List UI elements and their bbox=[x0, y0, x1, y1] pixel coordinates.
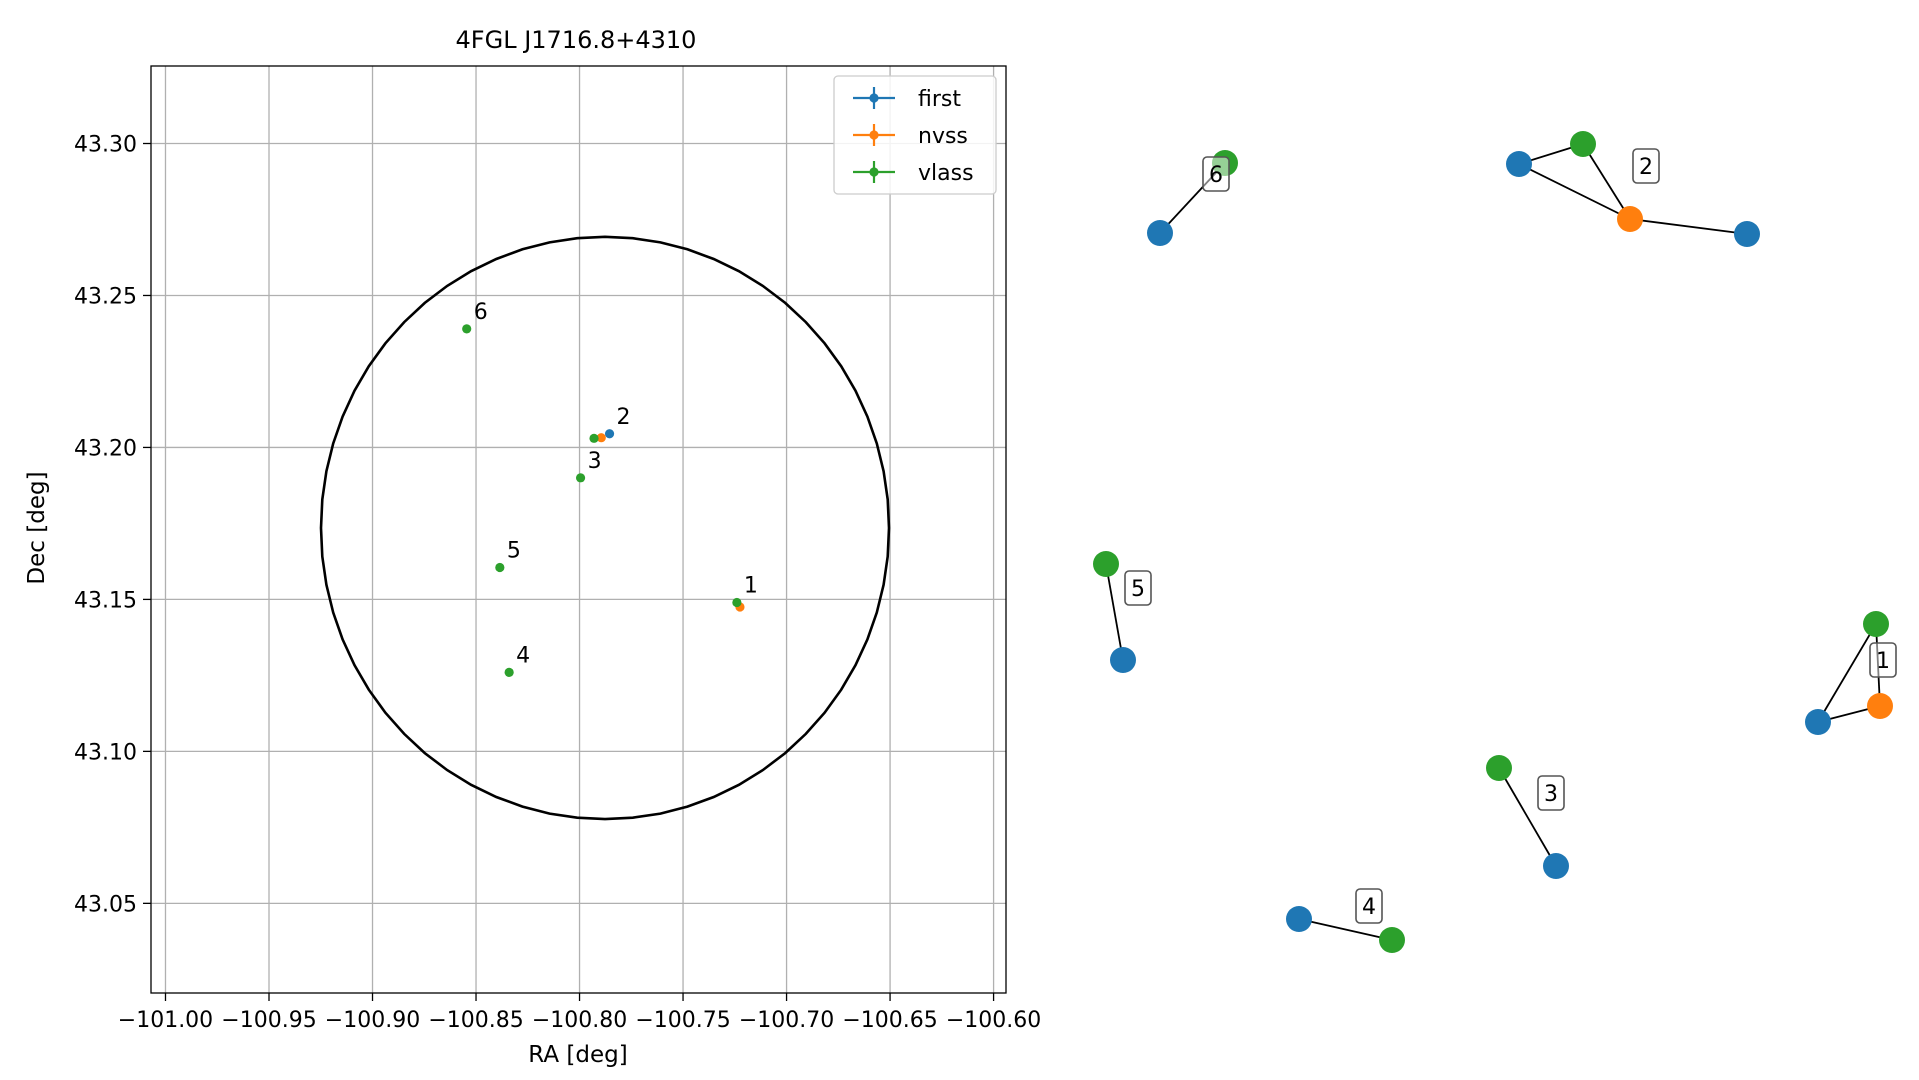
x-tick-label: −100.80 bbox=[532, 1008, 627, 1033]
network-node-nvss bbox=[1867, 693, 1893, 719]
legend-label-vlass: vlass bbox=[918, 161, 974, 186]
point-label: 2 bbox=[617, 405, 631, 430]
group-label-text: 3 bbox=[1544, 782, 1558, 807]
scatter-points bbox=[462, 324, 745, 677]
x-tick-label: −100.85 bbox=[428, 1008, 523, 1033]
network-edge bbox=[1817, 623, 1877, 723]
network-node-first bbox=[1286, 906, 1312, 932]
group-label-3: 3 bbox=[1537, 775, 1565, 811]
vlass-source-point bbox=[504, 667, 514, 677]
legend-nvss-marker bbox=[869, 130, 879, 140]
y-tick-label: 43.15 bbox=[74, 588, 137, 613]
network-edge bbox=[1298, 918, 1393, 941]
network-node-vlass bbox=[1379, 927, 1405, 953]
group-label-text: 4 bbox=[1362, 895, 1376, 920]
network-edge bbox=[1518, 163, 1631, 220]
network-node-first bbox=[1147, 220, 1173, 246]
x-tick-label: −100.95 bbox=[221, 1008, 316, 1033]
x-tick-label: −101.00 bbox=[118, 1008, 213, 1033]
group-label-text: 5 bbox=[1131, 577, 1145, 602]
x-axis-label: RA [deg] bbox=[528, 1042, 627, 1068]
first-source-point bbox=[604, 429, 615, 439]
y-tick-label: 43.30 bbox=[74, 133, 137, 158]
network-node-first bbox=[1506, 151, 1532, 177]
x-tick-label: −100.65 bbox=[842, 1008, 937, 1033]
network-group-labels: 6 2 5 1 3 4 bbox=[1124, 148, 1897, 924]
scatter-panel: 4FGL J1716.8+4310 −101.00 −100.95 −100.90−… bbox=[24, 26, 1041, 1068]
network-panel: 6 2 5 1 3 4 bbox=[1093, 131, 1897, 953]
x-tick-label: −100.60 bbox=[946, 1008, 1041, 1033]
group-label-text: 2 bbox=[1639, 155, 1653, 180]
network-node-first bbox=[1110, 647, 1136, 673]
y-axis-label: Dec [deg] bbox=[24, 471, 50, 584]
y-tick-label: 43.25 bbox=[74, 284, 137, 309]
y-tick-label: 43.05 bbox=[74, 892, 137, 917]
x-tick-label: −100.75 bbox=[635, 1008, 730, 1033]
y-axis-ticks: 43.05 43.10 43.15 43.20 43.25 43.30 bbox=[74, 133, 151, 917]
network-node-nvss bbox=[1617, 206, 1643, 232]
point-label: 1 bbox=[744, 573, 758, 598]
legend-first-marker bbox=[869, 93, 879, 103]
point-label: 3 bbox=[588, 449, 602, 474]
network-node-vlass bbox=[1486, 755, 1512, 781]
group-label-5: 5 bbox=[1124, 570, 1152, 606]
legend-label-nvss: nvss bbox=[918, 124, 968, 149]
point-label: 4 bbox=[516, 643, 530, 668]
localization-ellipse bbox=[319, 235, 891, 821]
network-node-vlass bbox=[1093, 551, 1119, 577]
group-label-1: 1 bbox=[1869, 642, 1897, 678]
network-node-first bbox=[1543, 853, 1569, 879]
point-label: 5 bbox=[507, 538, 521, 563]
network-node-first bbox=[1734, 221, 1760, 247]
legend: first nvss vlass bbox=[833, 75, 997, 195]
x-axis-ticks: −101.00 −100.95 −100.90 −100.85 −100.80 −100.… bbox=[118, 993, 1041, 1033]
group-label-6: 6 bbox=[1202, 156, 1230, 192]
network-node-vlass bbox=[1570, 131, 1596, 157]
group-label-text: 6 bbox=[1209, 163, 1223, 188]
group-label-box bbox=[1537, 775, 1565, 811]
group-label-2: 2 bbox=[1632, 148, 1660, 184]
network-edge bbox=[1105, 563, 1124, 661]
vlass-source-point bbox=[589, 433, 599, 443]
vlass-source-point bbox=[575, 473, 586, 483]
group-label-box bbox=[1632, 148, 1660, 184]
x-tick-label: −100.90 bbox=[325, 1008, 420, 1033]
group-label-box bbox=[1202, 156, 1230, 192]
group-label-4: 4 bbox=[1355, 888, 1383, 924]
legend-label-first: first bbox=[918, 87, 961, 112]
network-edge bbox=[1498, 767, 1557, 867]
chart-title: 4FGL J1716.8+4310 bbox=[456, 26, 697, 54]
plot-frame bbox=[150, 65, 1007, 994]
group-label-box bbox=[1124, 570, 1152, 606]
vlass-source-point bbox=[462, 324, 472, 334]
network-edge bbox=[1582, 143, 1631, 220]
group-label-box bbox=[1869, 642, 1897, 678]
network-node-vlass bbox=[1863, 611, 1889, 637]
point-label: 6 bbox=[474, 300, 488, 325]
nvss-source-point bbox=[596, 433, 606, 443]
group-label-text: 1 bbox=[1876, 649, 1890, 674]
vlass-source-point bbox=[495, 562, 505, 573]
legend-vlass-marker bbox=[869, 167, 879, 177]
y-tick-label: 43.20 bbox=[74, 436, 137, 461]
group-label-box bbox=[1355, 888, 1383, 924]
network-node-first bbox=[1805, 709, 1831, 735]
vlass-source-point bbox=[732, 597, 742, 608]
y-tick-label: 43.10 bbox=[74, 740, 137, 765]
x-tick-label: −100.70 bbox=[739, 1008, 834, 1033]
network-edge bbox=[1629, 218, 1748, 235]
